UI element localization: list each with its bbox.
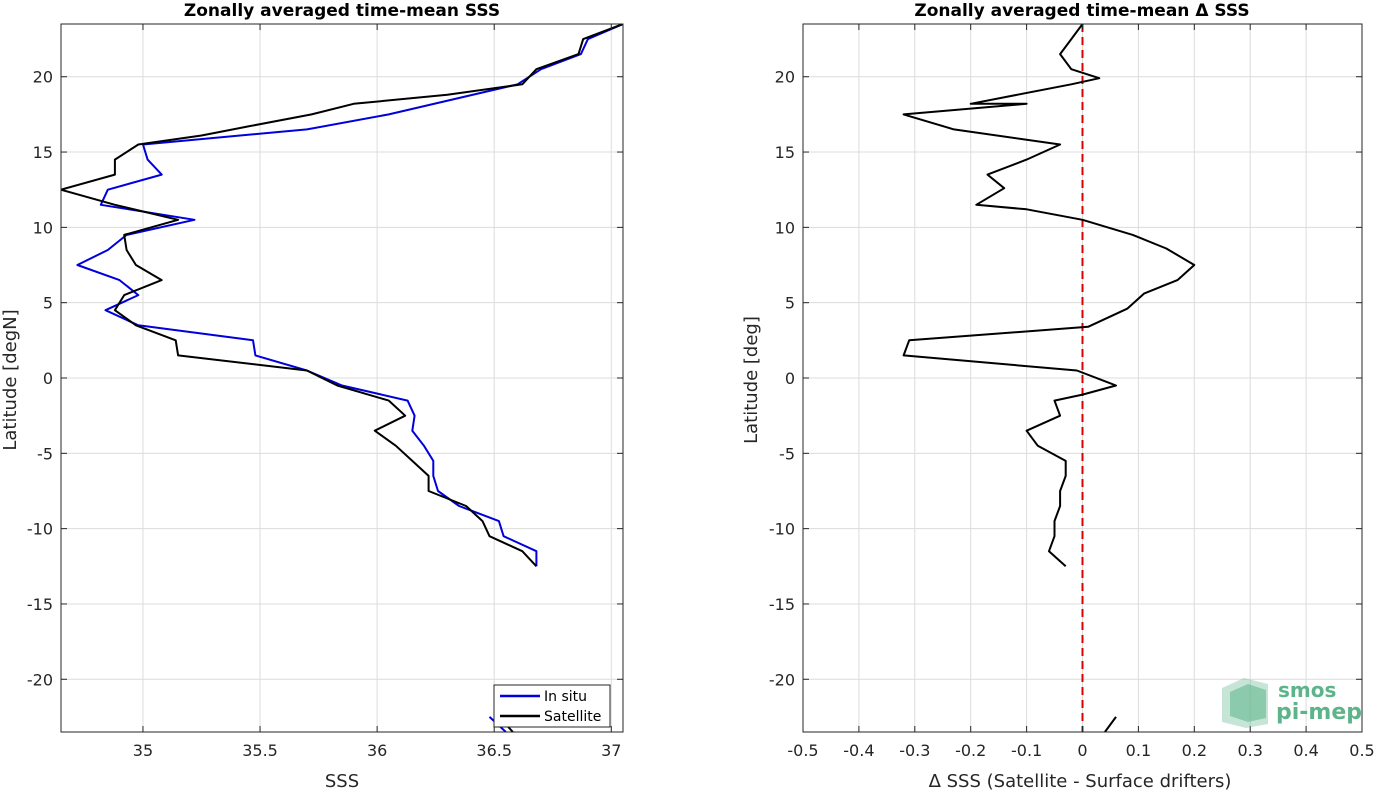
x-tick-label: 35 [133,741,153,760]
y-tick-label: 5 [43,294,53,313]
series-layer [902,24,1196,732]
x-tick-label: -0.4 [843,741,874,760]
y-tick-label: 20 [775,68,795,87]
y-tick-label: -10 [27,520,53,539]
chart-sss: 35 35.5 36 36.5 37 -20 -15 -10 -5 0 5 10 15 20 Zonal… [0,1,624,790]
x-tick-label: -0.1 [1011,741,1042,760]
y-axis-ticks: -20 -15 -10 -5 0 5 10 15 20 [27,68,623,689]
y-axis-ticks: -20 -15 -10 -5 0 5 10 15 20 [769,68,1362,689]
chart-title: Zonally averaged time-mean SSS [184,1,500,21]
x-axis-ticks: 35 35.5 36 36.5 37 [133,24,621,760]
smos-pi-mep-logo: smos pi-mep [1222,678,1362,728]
chart-delta-sss: -0.5 -0.4 -0.3 -0.2 -0.1 0 0.1 0.2 0.3 0.4 0.5 -20… [741,1,1375,790]
legend: In situ Satellite [493,684,611,728]
y-tick-label: -20 [27,670,53,689]
y-tick-label: -15 [769,595,795,614]
x-tick-label: 37 [601,741,621,760]
y-tick-label: 20 [33,68,53,87]
series-line [902,24,1196,568]
y-tick-label: 15 [775,143,795,162]
x-tick-label: 35.5 [242,741,278,760]
x-tick-label: -0.5 [787,741,818,760]
y-tick-label: -15 [27,595,53,614]
x-axis-label: Δ SSS (Satellite - Surface drifters) [929,771,1232,790]
y-tick-label: -5 [779,444,795,463]
series-line [1104,716,1117,732]
legend-label-satellite: Satellite [544,709,601,725]
y-tick-label: 0 [785,369,795,388]
y-tick-label: 0 [43,369,53,388]
x-tick-label: 0.3 [1237,741,1262,760]
y-tick-label: 5 [785,294,795,313]
y-tick-label: -10 [769,520,795,539]
y-axis-label: Latitude [deg] [741,316,762,444]
legend-label-in-situ: In situ [544,689,587,705]
x-tick-label: 0.1 [1126,741,1151,760]
grid [61,24,623,732]
x-tick-label: 0.5 [1349,741,1374,760]
x-tick-label: 0 [1077,741,1087,760]
logo-graphic-icon-inner [1230,684,1266,722]
chart-title: Zonally averaged time-mean Δ SSS [914,1,1249,21]
x-tick-label: -0.3 [899,741,930,760]
logo-text-smos: smos [1278,678,1336,702]
series-line-satellite [61,24,623,567]
y-tick-label: -5 [37,444,53,463]
y-tick-label: 10 [33,218,53,237]
series-line-in-situ [76,24,623,567]
y-axis-label: Latitude [degN] [0,309,21,450]
y-tick-label: 10 [775,218,795,237]
y-tick-label: -20 [769,670,795,689]
x-tick-label: -0.2 [955,741,986,760]
x-tick-label: 0.4 [1293,741,1318,760]
x-tick-label: 36.5 [476,741,512,760]
y-tick-label: 15 [33,143,53,162]
legend-box [493,684,611,728]
x-tick-label: 0.2 [1182,741,1207,760]
x-tick-label: 36 [367,741,387,760]
x-axis-ticks: -0.5 -0.4 -0.3 -0.2 -0.1 0 0.1 0.2 0.3 0.4 0.5 [787,24,1375,760]
logo-text-pi-mep: pi-mep [1276,700,1362,725]
x-axis-label: SSS [325,771,359,790]
